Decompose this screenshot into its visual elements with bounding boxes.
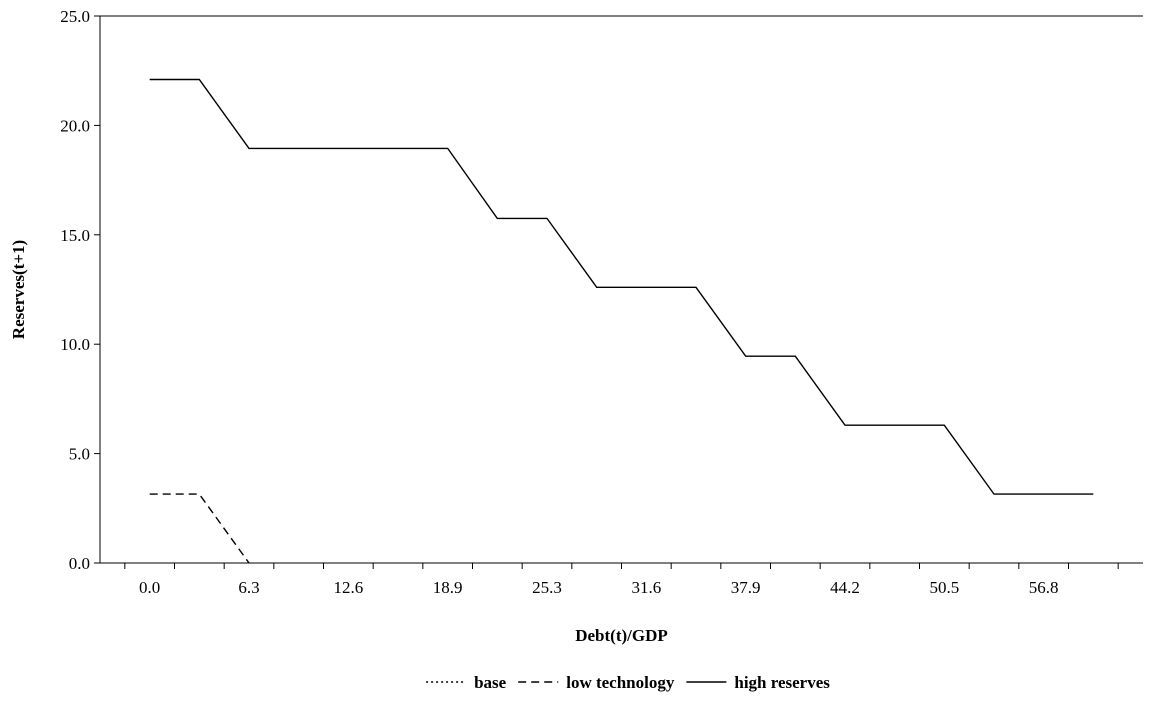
x-tick-label: 56.8	[1029, 578, 1059, 597]
plot-frame	[99, 15, 1143, 564]
x-tick-label: 31.6	[631, 578, 661, 597]
y-tick-label: 10.0	[60, 335, 90, 354]
x-tick-label: 37.9	[731, 578, 761, 597]
y-axis-title: Reserves(t+1)	[9, 240, 28, 339]
series-layer	[149, 78, 1094, 564]
legend-label-low-technology: low technology	[566, 673, 675, 692]
x-axis-title: Debt(t)/GDP	[575, 626, 668, 645]
x-tick-label: 18.9	[433, 578, 463, 597]
x-axis-ticks: 0.0 6.3 12.6 18.9 25.3 31.6 37.9 44.2 50.5 56.8	[124, 563, 1119, 597]
y-tick-label: 5.0	[69, 445, 90, 464]
legend-label-base: base	[474, 673, 507, 692]
series-line-low-technology	[149, 493, 250, 564]
x-tick-label: 25.3	[532, 578, 562, 597]
y-axis-ticks: 0.0 5.0 10.0 15.0 20.0 25.0	[60, 7, 100, 573]
x-tick-label: 0.0	[139, 578, 160, 597]
series-line-high-reserves	[149, 78, 1094, 495]
x-tick-label: 6.3	[238, 578, 259, 597]
x-tick-label: 12.6	[333, 578, 363, 597]
y-tick-label: 25.0	[60, 7, 90, 26]
y-tick-label: 15.0	[60, 226, 90, 245]
x-tick-label: 50.5	[929, 578, 959, 597]
legend: base low technology high reserves	[426, 673, 830, 692]
x-tick-label: 44.2	[830, 578, 860, 597]
legend-label-high-reserves: high reserves	[734, 673, 830, 692]
y-tick-label: 0.0	[69, 554, 90, 573]
y-tick-label: 20.0	[60, 116, 90, 135]
